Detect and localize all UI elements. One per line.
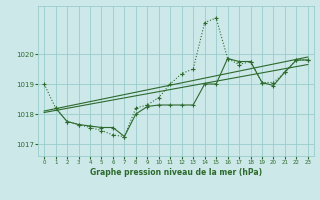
X-axis label: Graphe pression niveau de la mer (hPa): Graphe pression niveau de la mer (hPa) [90,168,262,177]
